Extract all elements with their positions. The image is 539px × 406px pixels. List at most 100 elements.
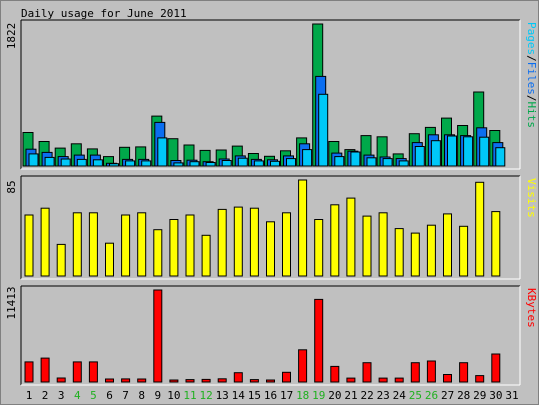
pages-bar-day-2 bbox=[44, 156, 55, 167]
visits-bar-day-9 bbox=[153, 229, 163, 277]
legend: Visits bbox=[525, 178, 538, 218]
visits-panel: 85 Visits bbox=[5, 175, 538, 280]
x-tick-label-day-17: 17 bbox=[280, 389, 293, 402]
visits-bar-day-30 bbox=[491, 211, 501, 277]
kbytes-bar-day-25 bbox=[410, 362, 420, 383]
x-tick-label-day-6: 6 bbox=[106, 389, 113, 402]
visits-bar-day-14 bbox=[233, 206, 243, 277]
visits-bar-day-19 bbox=[314, 219, 324, 277]
x-tick-label-day-26: 26 bbox=[425, 389, 438, 402]
pages-bar-day-15 bbox=[253, 160, 264, 167]
pages-bar-day-16 bbox=[270, 160, 280, 167]
x-axis-day-labels: 1 2 3 4 5 6 7 8 9 10 11 12 13 14 15 16 17 18 19 20 21 22 23 24 2… bbox=[26, 389, 519, 402]
pages-bar-day-19 bbox=[318, 93, 329, 167]
kbytes-bar-day-11 bbox=[185, 379, 195, 383]
x-tick-label-day-19: 19 bbox=[312, 389, 325, 402]
pages-bar-day-20 bbox=[334, 156, 345, 167]
legend-entry: / bbox=[525, 55, 538, 62]
visits-bar-day-25 bbox=[410, 232, 420, 277]
x-tick-label-day-5: 5 bbox=[90, 389, 97, 402]
visits-bar-day-16 bbox=[266, 221, 275, 277]
kbytes-bar-day-23 bbox=[378, 377, 388, 383]
hits-files-pages-panel: 1822 Pages/Files/Hits bbox=[5, 19, 538, 170]
x-tick-label-day-24: 24 bbox=[393, 389, 407, 402]
visits-bar-day-12 bbox=[201, 234, 211, 277]
pages-bar-day-14 bbox=[237, 157, 248, 167]
kbytes-bar-day-5 bbox=[88, 361, 98, 383]
pages-bar-day-4 bbox=[76, 158, 87, 167]
x-tick-label-day-21: 21 bbox=[344, 389, 357, 402]
visits-bar-day-7 bbox=[121, 214, 131, 277]
kbytes-bar-day-2 bbox=[40, 357, 50, 383]
visits-bar-day-4 bbox=[72, 212, 82, 277]
visits-bar-day-23 bbox=[378, 212, 388, 277]
x-tick-label-day-23: 23 bbox=[377, 389, 390, 402]
x-tick-label-day-2: 2 bbox=[42, 389, 49, 402]
kbytes-bar-day-4 bbox=[72, 361, 82, 383]
kbytes-bar-day-19 bbox=[314, 298, 324, 383]
x-tick-label-day-3: 3 bbox=[58, 389, 65, 402]
kbytes-bar-day-18 bbox=[298, 349, 308, 383]
visits-bar-day-24 bbox=[394, 228, 404, 277]
x-tick-label-day-31: 31 bbox=[505, 389, 518, 402]
pages-bar-day-26 bbox=[430, 140, 441, 167]
visits-bar-day-10 bbox=[169, 219, 179, 277]
x-tick-label-day-7: 7 bbox=[122, 389, 129, 402]
x-tick-label-day-15: 15 bbox=[248, 389, 261, 402]
legend-entry: Pages bbox=[525, 22, 538, 55]
x-tick-label-day-16: 16 bbox=[264, 389, 277, 402]
legend: KBytes bbox=[525, 288, 538, 328]
pages-bar-day-27 bbox=[447, 135, 457, 167]
legend-entry: Hits bbox=[525, 102, 538, 129]
visits-bar-day-15 bbox=[249, 207, 259, 277]
visits-bar-day-18 bbox=[298, 179, 308, 277]
pages-bar-day-17 bbox=[286, 158, 296, 167]
visits-bar-day-3 bbox=[56, 243, 66, 277]
kbytes-bar-day-20 bbox=[330, 365, 340, 383]
x-tick-label-day-27: 27 bbox=[441, 389, 454, 402]
kbytes-bar-day-14 bbox=[233, 372, 243, 383]
x-tick-label-day-25: 25 bbox=[409, 389, 422, 402]
visits-bar-day-22 bbox=[362, 215, 372, 277]
legend: Pages/Files/Hits bbox=[525, 22, 538, 128]
kbytes-bar-day-8 bbox=[137, 378, 147, 383]
kbytes-bar-day-26 bbox=[426, 360, 436, 383]
kbytes-bar-day-1 bbox=[24, 361, 34, 383]
x-tick-label-day-10: 10 bbox=[167, 389, 180, 402]
visits-bar-day-27 bbox=[443, 213, 452, 277]
x-tick-label-day-18: 18 bbox=[296, 389, 309, 402]
pages-bar-day-21 bbox=[350, 151, 361, 167]
x-tick-label-day-12: 12 bbox=[199, 389, 212, 402]
kbytes-bar-day-29 bbox=[475, 375, 485, 383]
visits-bar-day-5 bbox=[88, 212, 98, 277]
legend-entry: / bbox=[525, 95, 538, 102]
kbytes-panel: 11413 KBytes bbox=[5, 285, 538, 386]
pages-bar-day-5 bbox=[92, 159, 103, 167]
kbytes-bar-day-21 bbox=[346, 377, 356, 383]
pages-bar-day-22 bbox=[366, 157, 377, 167]
x-tick-label-day-14: 14 bbox=[232, 389, 246, 402]
plot-area bbox=[21, 286, 520, 385]
visits-bar-day-29 bbox=[475, 181, 485, 277]
x-tick-label-day-22: 22 bbox=[360, 389, 373, 402]
kbytes-bar-day-22 bbox=[362, 362, 372, 383]
pages-bar-day-3 bbox=[60, 158, 71, 167]
kbytes-bar-day-30 bbox=[491, 353, 501, 383]
pages-bar-day-29 bbox=[479, 136, 490, 167]
kbytes-bar-day-10 bbox=[169, 379, 179, 383]
visits-bar-day-8 bbox=[137, 212, 147, 277]
kbytes-bar-day-6 bbox=[105, 378, 114, 383]
x-tick-label-day-4: 4 bbox=[74, 389, 81, 402]
x-tick-label-day-9: 9 bbox=[154, 389, 161, 402]
kbytes-bar-day-13 bbox=[217, 378, 227, 383]
pages-bar-day-1 bbox=[28, 153, 39, 167]
pages-bar-day-10 bbox=[173, 162, 184, 167]
x-tick-label-day-8: 8 bbox=[138, 389, 145, 402]
pages-bar-day-13 bbox=[221, 160, 232, 167]
visits-bar-day-1 bbox=[24, 214, 34, 277]
visits-bar-day-13 bbox=[217, 208, 227, 277]
pages-bar-day-24 bbox=[398, 160, 409, 167]
kbytes-bar-day-9 bbox=[153, 289, 163, 383]
pages-bar-day-12 bbox=[205, 162, 216, 167]
